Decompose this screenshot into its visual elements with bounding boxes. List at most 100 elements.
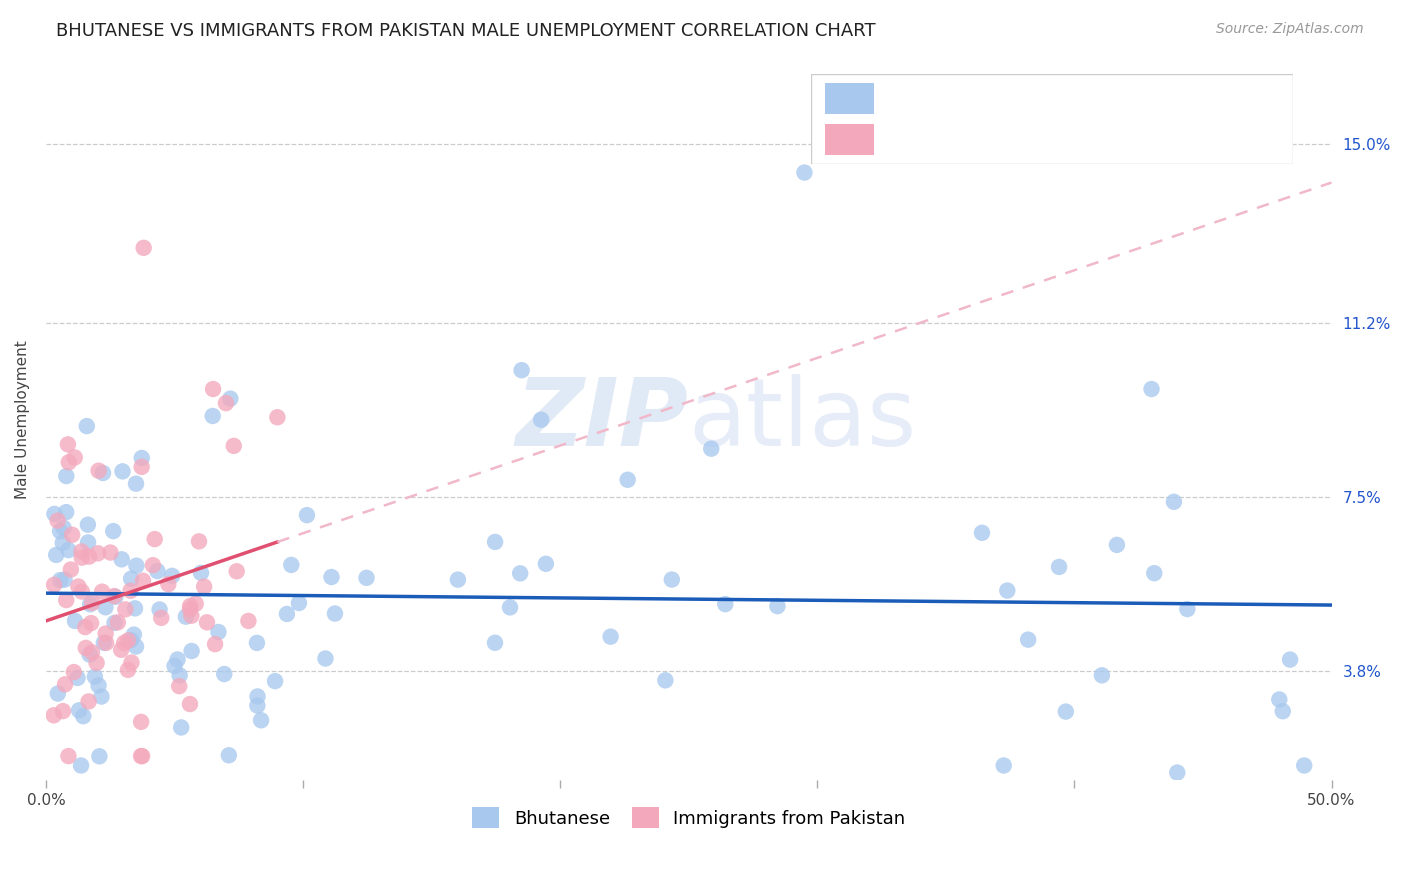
Point [288, 596, 311, 610]
Text: Source: ZipAtlas.com: Source: ZipAtlas.com [1216, 22, 1364, 37]
Point [66, 671, 89, 685]
Point [970, 525, 993, 540]
Point [534, 557, 557, 571]
Point [58, 543, 80, 558]
Point [654, 673, 676, 688]
Point [94, 626, 117, 640]
Point [276, 607, 298, 621]
Point [86, 656, 108, 670]
Point [509, 566, 531, 581]
Point [79, 648, 101, 662]
Point [79, 597, 101, 611]
Point [131, 459, 153, 474]
Point [321, 570, 343, 584]
Point [323, 607, 346, 621]
Point [616, 473, 638, 487]
Point [103, 589, 125, 603]
Point [356, 571, 378, 585]
Point [55, 593, 77, 607]
Point [264, 674, 287, 689]
Point [132, 241, 155, 255]
Point [180, 644, 202, 658]
Point [80, 616, 103, 631]
Point [77, 549, 100, 564]
Point [46, 687, 69, 701]
Point [122, 627, 145, 641]
Text: ZIP: ZIP [516, 374, 689, 466]
Point [995, 583, 1018, 598]
Point [67, 580, 90, 594]
Point [42, 708, 65, 723]
Point [117, 633, 139, 648]
Point [447, 573, 470, 587]
Point [484, 535, 506, 549]
Point [87, 678, 110, 692]
Point [160, 569, 183, 583]
Point [52, 521, 75, 535]
Point [107, 615, 129, 630]
Point [1271, 704, 1294, 718]
Point [246, 698, 269, 713]
Point [60, 527, 83, 541]
Point [111, 464, 134, 478]
Point [599, 630, 621, 644]
Point [499, 600, 522, 615]
Point [89, 749, 111, 764]
Point [1294, 758, 1316, 772]
Point [45, 548, 67, 562]
Point [63, 665, 86, 679]
Point [212, 667, 235, 681]
Point [94, 636, 117, 650]
Point [280, 558, 302, 572]
Point [169, 668, 191, 682]
Point [53, 677, 76, 691]
Point [1268, 692, 1291, 706]
Point [76, 419, 98, 434]
Point [179, 599, 201, 613]
Point [70, 550, 93, 565]
Point [766, 599, 789, 614]
Point [80, 645, 103, 659]
Point [87, 464, 110, 478]
Point [1163, 495, 1185, 509]
Point [55, 505, 77, 519]
Point [72, 709, 94, 723]
Point [49, 573, 72, 587]
Point [246, 690, 269, 704]
Point [266, 410, 288, 425]
Point [295, 508, 318, 523]
Point [67, 703, 90, 717]
Point [202, 382, 225, 396]
Point [201, 409, 224, 423]
Point [215, 396, 238, 410]
Point [142, 558, 165, 573]
Point [1143, 566, 1166, 581]
Point [58, 455, 80, 469]
Point [110, 642, 132, 657]
Point [70, 584, 93, 599]
Point [170, 721, 193, 735]
Point [46, 514, 69, 528]
Point [314, 651, 336, 665]
Point [117, 663, 139, 677]
Point [125, 558, 148, 573]
Y-axis label: Male Unemployment: Male Unemployment [15, 340, 30, 499]
Point [121, 656, 143, 670]
Point [91, 466, 114, 480]
Point [111, 552, 134, 566]
Point [44, 507, 66, 521]
Point [1140, 382, 1163, 396]
Point [52, 536, 75, 550]
Point [700, 442, 723, 456]
Point [1017, 632, 1039, 647]
Point [510, 363, 533, 377]
Point [190, 566, 212, 580]
Text: BHUTANESE VS IMMIGRANTS FROM PAKISTAN MALE UNEMPLOYMENT CORRELATION CHART: BHUTANESE VS IMMIGRANTS FROM PAKISTAN MA… [56, 22, 876, 40]
Point [120, 572, 142, 586]
Point [193, 580, 215, 594]
Point [82, 596, 104, 610]
Point [530, 413, 553, 427]
Point [112, 636, 135, 650]
Point [1166, 765, 1188, 780]
Point [238, 614, 260, 628]
